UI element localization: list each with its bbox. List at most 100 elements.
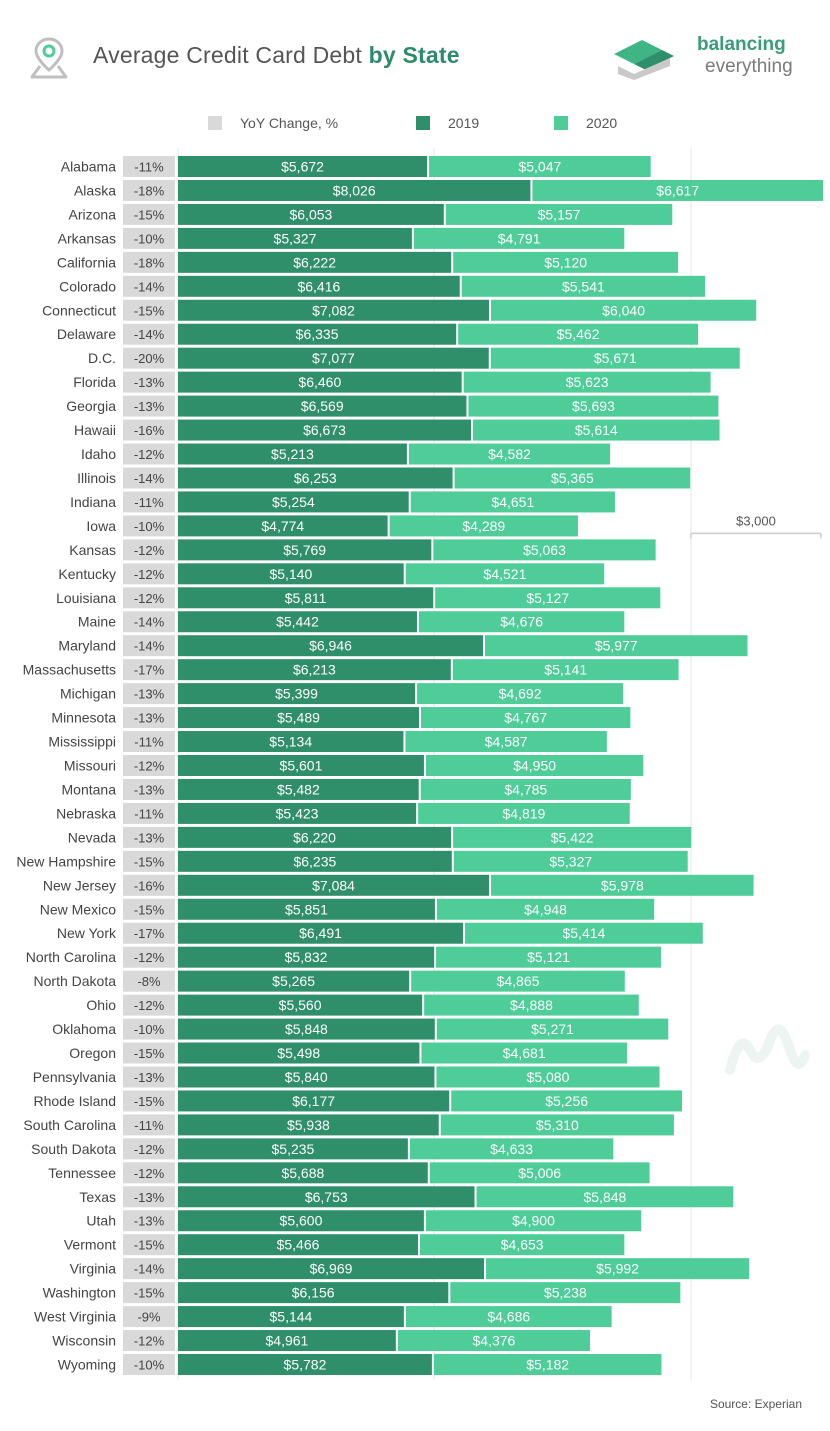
- bar-2020: [433, 1354, 662, 1375]
- yoy-label: -15%: [134, 1046, 165, 1061]
- bar-2019: [178, 1210, 424, 1232]
- yoy-cell: [123, 156, 175, 177]
- data-label-2019: $6,491: [299, 925, 342, 941]
- yoy-label: -14%: [134, 279, 165, 294]
- yoy-cell: [123, 1042, 175, 1064]
- data-label-2019: $5,601: [280, 758, 323, 774]
- category-label: Tennessee: [48, 1165, 116, 1181]
- yoy-label: -12%: [134, 447, 165, 462]
- data-label-2019: $6,053: [289, 206, 332, 222]
- category-label: Wisconsin: [52, 1333, 116, 1349]
- category-label: Hawaii: [74, 422, 116, 438]
- data-label-2019: $7,077: [312, 350, 355, 366]
- bar-2019: [178, 1018, 435, 1040]
- data-label-2020: $5,127: [526, 590, 569, 606]
- category-label: Ohio: [86, 997, 116, 1013]
- bar-2019: [178, 994, 423, 1016]
- bar-2019: [178, 898, 435, 920]
- bar-2020: [486, 1258, 750, 1280]
- legend-swatch-yoy: [208, 116, 222, 130]
- category-label: Massachusetts: [23, 662, 116, 678]
- yoy-label: -13%: [134, 399, 165, 414]
- yoy-label: -12%: [134, 998, 165, 1013]
- yoy-cell: [123, 707, 175, 729]
- yoy-label: -11%: [134, 735, 164, 750]
- data-label-2020: $5,422: [551, 829, 594, 845]
- category-label: Montana: [62, 781, 117, 797]
- data-label-2020: $6,040: [602, 302, 645, 318]
- bar-2020: [458, 323, 699, 345]
- data-label-2020: $4,950: [513, 758, 556, 774]
- yoy-label: -15%: [134, 854, 165, 869]
- data-label-2019: $5,235: [272, 1141, 315, 1157]
- bar-2019: [178, 635, 484, 657]
- bar-2019: [178, 299, 489, 321]
- yoy-cell: [123, 419, 175, 441]
- yoy-label: -11%: [134, 160, 164, 175]
- data-label-2019: $5,688: [281, 1165, 324, 1181]
- bar-2020: [532, 179, 823, 201]
- bar-2020: [418, 802, 630, 824]
- bar-2019: [178, 874, 490, 896]
- data-label-2020: $5,063: [523, 542, 566, 558]
- bar-2019: [178, 563, 404, 585]
- bar-2019: [178, 1306, 404, 1328]
- category-label: North Dakota: [34, 973, 117, 989]
- yoy-label: -11%: [134, 1118, 164, 1133]
- data-label-2019: $6,416: [297, 278, 340, 294]
- yoy-label: -14%: [134, 327, 165, 342]
- yoy-cell: [123, 874, 175, 896]
- bar-2019: [178, 1330, 396, 1352]
- data-label-2019: $5,851: [285, 901, 328, 917]
- data-label-2019: $5,600: [280, 1213, 323, 1229]
- data-label-2019: $5,134: [269, 734, 312, 750]
- category-label: Vermont: [64, 1237, 116, 1253]
- bar-2019: [178, 922, 464, 944]
- bar-2020: [485, 635, 748, 657]
- bar-2019: [178, 1114, 439, 1136]
- data-label-2019: $5,848: [285, 1021, 328, 1037]
- category-label: Maryland: [58, 638, 116, 654]
- bar-2020: [413, 227, 625, 249]
- header: Average Credit Card Debt by State balanc…: [0, 0, 830, 100]
- data-label-2020: $4,681: [503, 1045, 546, 1061]
- bar-2020: [425, 755, 644, 776]
- bar-2020: [453, 251, 679, 273]
- category-label: Michigan: [60, 686, 116, 702]
- data-label-2020: $4,686: [487, 1309, 530, 1325]
- data-label-2019: $8,026: [333, 182, 376, 198]
- yoy-label: -13%: [134, 1070, 165, 1085]
- yoy-label: -11%: [134, 806, 164, 821]
- bar-2020: [436, 1066, 660, 1088]
- bar-2020: [405, 563, 605, 585]
- yoy-label: -8%: [137, 974, 161, 989]
- bar-2020: [476, 1186, 734, 1208]
- data-label-2019: $6,460: [298, 374, 341, 390]
- yoy-label: -11%: [134, 495, 164, 510]
- data-label-2020: $5,327: [549, 853, 592, 869]
- yoy-cell: [123, 203, 175, 225]
- yoy-cell: [123, 491, 175, 513]
- data-label-2019: $5,498: [277, 1045, 320, 1061]
- data-label-2019: $5,213: [271, 446, 314, 462]
- category-label: Arizona: [69, 206, 117, 222]
- data-label-2020: $5,080: [527, 1069, 570, 1085]
- yoy-cell: [123, 539, 175, 561]
- data-label-2019: $6,220: [293, 829, 336, 845]
- yoy-cell: [123, 898, 175, 920]
- category-label: Wyoming: [58, 1357, 116, 1373]
- bar-2020: [461, 275, 706, 297]
- bar-2020: [463, 371, 711, 393]
- yoy-label: -13%: [134, 1190, 165, 1205]
- yoy-cell: [123, 1306, 175, 1328]
- data-label-2020: $4,651: [491, 494, 534, 510]
- category-label: Mississippi: [48, 734, 116, 750]
- bar-2019: [178, 227, 412, 249]
- data-label-2020: $5,006: [518, 1165, 561, 1181]
- data-label-2019: $5,489: [277, 710, 320, 726]
- page-title: Average Credit Card Debt by State: [93, 42, 460, 69]
- bar-2019: [178, 179, 531, 201]
- data-label-2019: $5,672: [281, 159, 324, 175]
- data-label-2020: $4,819: [503, 805, 546, 821]
- category-label: Indiana: [70, 494, 116, 510]
